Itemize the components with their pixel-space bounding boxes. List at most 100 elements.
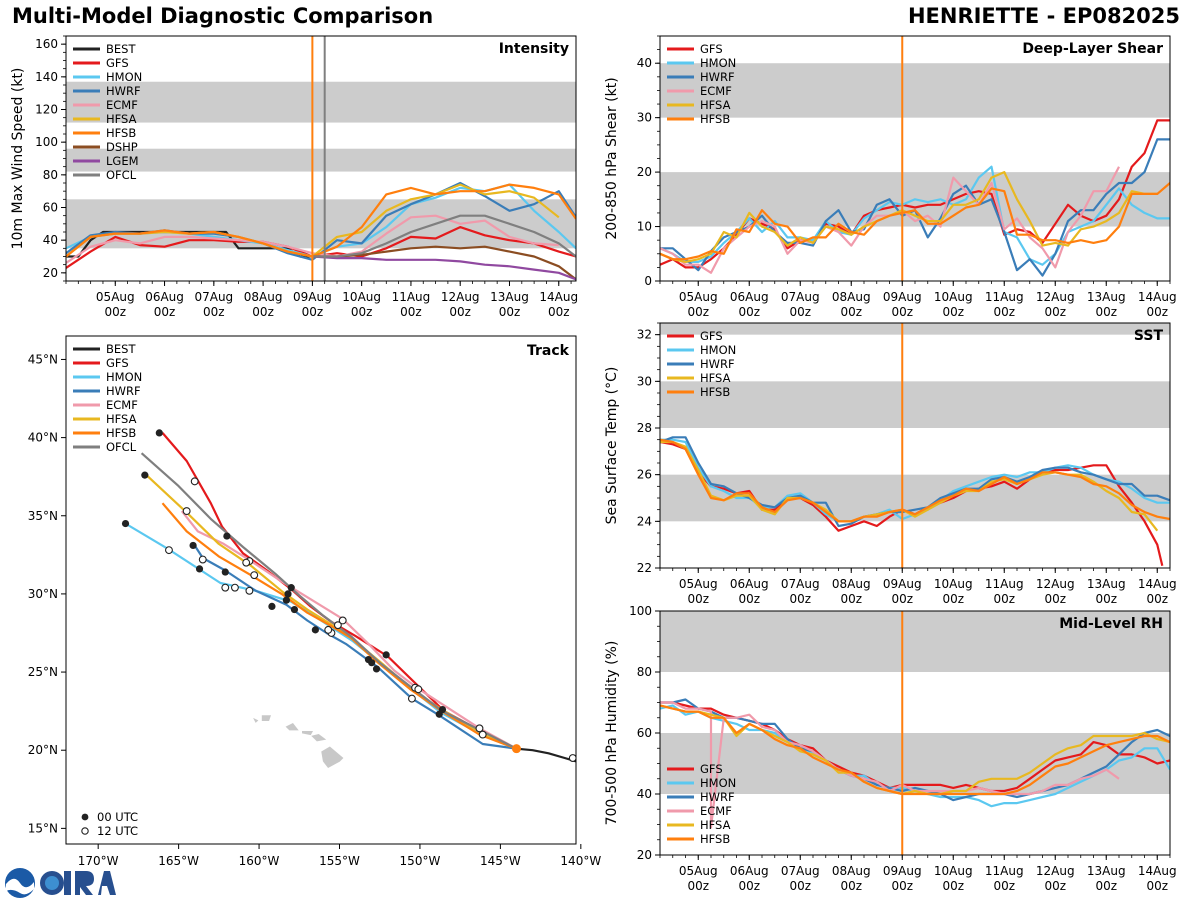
x-tick-label: 165°W	[158, 854, 199, 868]
track-point-12utc	[230, 583, 239, 592]
island-land	[253, 717, 259, 723]
track-point-12utc	[407, 694, 416, 703]
legend-label: HFSB	[700, 112, 730, 126]
x-tick-label: 11Aug	[392, 290, 431, 304]
legend-label: HWRF	[700, 357, 735, 371]
y-tick-label: 80	[637, 665, 652, 679]
series-line-dshp	[312, 245, 576, 281]
legend-label: GFS	[700, 762, 723, 776]
logo-cira	[40, 871, 116, 895]
legend-label: HFSA	[106, 412, 137, 426]
legend-label: HFSB	[106, 126, 136, 140]
y-tick-label: 22	[637, 561, 652, 575]
y-tick-label: 0	[644, 274, 652, 288]
x-tick-label: 170°W	[78, 854, 119, 868]
track-line-ecmf	[180, 510, 518, 750]
series-line-lgem	[312, 255, 576, 281]
legend-label: HMON	[106, 70, 142, 84]
x-tick-label: 06Aug	[730, 864, 769, 878]
x-tick-sublabel: 00z	[840, 305, 862, 319]
x-tick-label: 11Aug	[985, 290, 1024, 304]
track-point-00utc	[311, 626, 319, 634]
logo-noaa	[5, 868, 35, 898]
x-tick-label: 11Aug	[985, 864, 1024, 878]
x-tick-sublabel: 00z	[993, 305, 1015, 319]
x-tick-sublabel: 00z	[1044, 305, 1066, 319]
legend-label: HFSA	[700, 98, 731, 112]
legend-label: HFSB	[700, 385, 730, 399]
panel-title: Intensity	[499, 41, 569, 57]
y-axis-label: Sea Surface Temp (°C)	[604, 367, 620, 525]
x-tick-label: 14Aug	[1138, 290, 1177, 304]
x-tick-label: 06Aug	[145, 290, 184, 304]
legend-label: BEST	[106, 342, 136, 356]
map-area	[121, 429, 576, 769]
x-tick-sublabel: 00z	[789, 592, 811, 606]
track-line-ofcl	[140, 452, 517, 750]
legend-label: HFSA	[700, 818, 731, 832]
series-line-hfsa	[660, 171, 1158, 263]
chart-rh: 2040608010005Aug00z06Aug00z07Aug00z08Aug…	[604, 604, 1177, 893]
track-point-12utc	[198, 555, 207, 564]
x-tick-sublabel: 00z	[1044, 879, 1066, 893]
legend-label: DSHP	[106, 140, 138, 154]
x-tick-label: 14Aug	[1138, 577, 1177, 591]
x-tick-sublabel: 00z	[1146, 879, 1168, 893]
shaded-band	[66, 81, 576, 123]
y-tick-label: 45°N	[28, 352, 58, 366]
panel-title: Mid-Level RH	[1059, 616, 1163, 632]
shaded-band	[660, 381, 1170, 428]
x-tick-sublabel: 00z	[891, 592, 913, 606]
legend-label: GFS	[106, 356, 129, 370]
x-tick-sublabel: 00z	[1146, 305, 1168, 319]
y-tick-label: 28	[637, 421, 652, 435]
series-line-hfsb	[660, 704, 1170, 796]
y-tick-label: 32	[637, 328, 652, 342]
x-tick-sublabel: 00z	[104, 305, 126, 319]
track-point-12utc	[568, 754, 576, 762]
x-tick-sublabel: 00z	[840, 592, 862, 606]
track-point-12utc	[478, 730, 487, 739]
y-tick-label: 20	[637, 165, 652, 179]
x-tick-label: 08Aug	[832, 290, 871, 304]
plot-area	[660, 698, 1170, 829]
track-point-12utc	[414, 685, 423, 694]
x-tick-label: 140°W	[560, 854, 601, 868]
y-tick-label: 20°N	[28, 743, 58, 757]
y-tick-label: 20	[43, 266, 58, 280]
x-tick-sublabel: 00z	[400, 305, 422, 319]
track-point-00utc	[155, 429, 163, 437]
legend-label: GFS	[700, 42, 723, 56]
legend-label: HMON	[700, 56, 736, 70]
x-tick-label: 09Aug	[883, 864, 922, 878]
x-tick-sublabel: 00z	[993, 592, 1015, 606]
track-point-00utc	[382, 651, 390, 659]
x-tick-label: 12Aug	[1036, 577, 1075, 591]
x-tick-label: 10Aug	[342, 290, 381, 304]
x-tick-label: 13Aug	[1087, 577, 1126, 591]
track-point-00utc	[223, 532, 231, 540]
x-tick-sublabel: 00z	[203, 305, 225, 319]
x-tick-label: 07Aug	[781, 290, 820, 304]
legend-label: HMON	[700, 343, 736, 357]
track-line-hwrf	[193, 544, 517, 750]
shaded-band	[660, 63, 1170, 118]
track-point-00utc	[364, 655, 373, 664]
x-tick-sublabel: 00z	[499, 305, 521, 319]
x-tick-label: 10Aug	[934, 577, 973, 591]
track-origin-point	[511, 744, 521, 754]
legend-label: HMON	[700, 776, 736, 790]
x-tick-label: 145°W	[480, 854, 521, 868]
plot-area	[660, 436, 1170, 566]
chart-shear: 01020304005Aug00z06Aug00z07Aug00z08Aug00…	[604, 35, 1177, 319]
x-tick-sublabel: 00z	[449, 305, 471, 319]
x-tick-sublabel: 00z	[1095, 305, 1117, 319]
y-axis-label: 200-850 hPa Shear (kt)	[604, 77, 620, 239]
track-point-12utc	[221, 583, 230, 592]
x-tick-label: 07Aug	[781, 864, 820, 878]
track-point-12utc	[245, 586, 254, 595]
track-point-00utc	[141, 471, 149, 479]
x-tick-label: 12Aug	[441, 290, 480, 304]
x-tick-sublabel: 00z	[687, 879, 709, 893]
island-land	[285, 722, 299, 731]
